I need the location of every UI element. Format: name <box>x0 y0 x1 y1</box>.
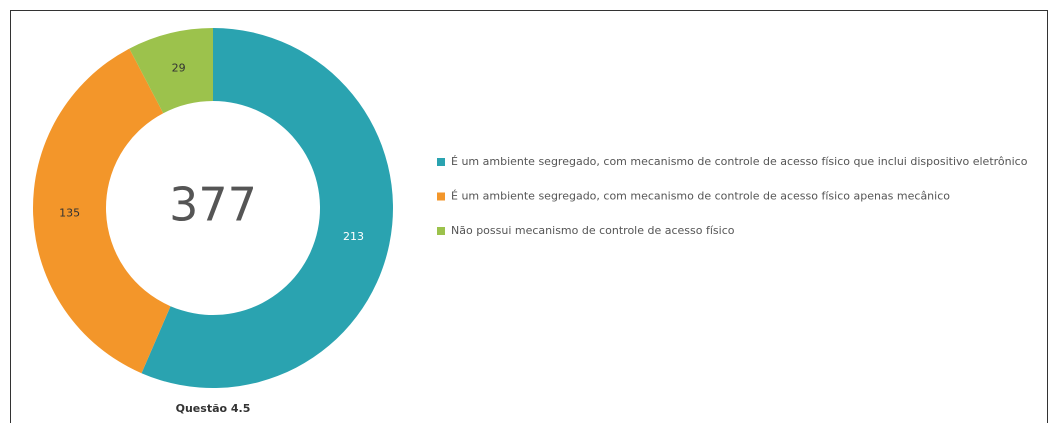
frame <box>10 10 1048 423</box>
legend-swatch <box>437 192 445 201</box>
donut-slice <box>33 48 171 374</box>
center-total: 377 <box>169 178 257 232</box>
data-label: 213 <box>343 230 364 243</box>
data-label: 135 <box>59 206 80 219</box>
donut-slice <box>129 28 213 114</box>
legend-swatch <box>437 227 445 235</box>
legend-label: É um ambiente segregado, com mecanismo d… <box>451 155 1028 168</box>
data-label: 29 <box>172 62 186 75</box>
donut-slice <box>141 28 394 388</box>
legend-swatch <box>437 158 445 166</box>
legend-label: Não possui mecanismo de controle de aces… <box>451 224 735 237</box>
chart-title: Questão 4.5 <box>176 402 251 415</box>
legend-label: É um ambiente segregado, com mecanismo d… <box>451 190 950 203</box>
